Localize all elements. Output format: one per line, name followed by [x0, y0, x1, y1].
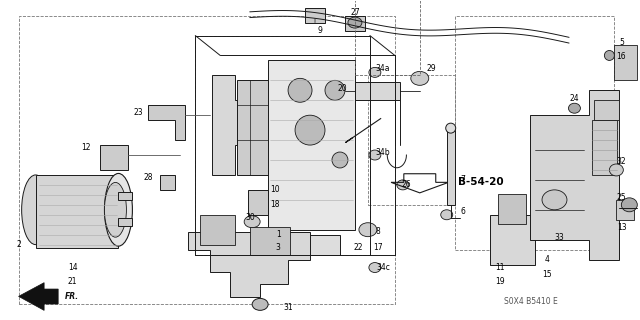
Bar: [250, 227, 290, 255]
Text: 34c: 34c: [376, 263, 390, 272]
Text: S0X4 B5410 E: S0X4 B5410 E: [504, 297, 557, 306]
Text: 7: 7: [460, 175, 465, 184]
Polygon shape: [118, 192, 132, 200]
Text: 14: 14: [68, 263, 77, 272]
Ellipse shape: [554, 230, 566, 240]
Ellipse shape: [411, 71, 429, 85]
Ellipse shape: [397, 180, 409, 190]
Ellipse shape: [445, 123, 456, 133]
Ellipse shape: [104, 173, 132, 246]
Text: 34b: 34b: [376, 148, 390, 156]
Text: 20: 20: [337, 84, 347, 93]
Text: 5: 5: [619, 38, 624, 47]
Polygon shape: [345, 16, 365, 31]
Text: 26: 26: [402, 180, 412, 189]
Ellipse shape: [288, 78, 312, 102]
Polygon shape: [148, 105, 186, 140]
Ellipse shape: [348, 17, 362, 28]
Text: 22: 22: [353, 243, 363, 252]
Polygon shape: [188, 232, 310, 297]
Text: 1: 1: [276, 230, 280, 239]
Bar: [355, 0, 420, 76]
Polygon shape: [212, 76, 248, 175]
Text: 3: 3: [276, 243, 280, 252]
Text: 19: 19: [495, 277, 504, 286]
Polygon shape: [616, 200, 634, 220]
Ellipse shape: [332, 152, 348, 168]
Text: 11: 11: [495, 263, 504, 272]
Polygon shape: [118, 218, 132, 226]
Text: 34a: 34a: [376, 64, 390, 73]
Bar: [498, 194, 525, 224]
Ellipse shape: [295, 115, 325, 145]
Text: 33: 33: [555, 233, 564, 242]
Polygon shape: [490, 215, 534, 265]
Text: 15: 15: [543, 270, 552, 279]
Ellipse shape: [104, 182, 127, 237]
Text: 21: 21: [68, 277, 77, 286]
Text: 9: 9: [317, 26, 323, 35]
Polygon shape: [355, 82, 400, 100]
Polygon shape: [593, 120, 618, 175]
Text: 29: 29: [427, 64, 436, 73]
Ellipse shape: [441, 210, 452, 220]
Text: 28: 28: [143, 173, 153, 182]
Ellipse shape: [621, 198, 637, 212]
Polygon shape: [447, 130, 454, 205]
Polygon shape: [19, 283, 58, 310]
Text: 18: 18: [270, 200, 280, 209]
Text: 27: 27: [350, 8, 360, 17]
Text: 23: 23: [134, 108, 143, 117]
Bar: [305, 8, 325, 23]
Text: B-54-20: B-54-20: [458, 177, 504, 187]
Polygon shape: [36, 175, 118, 248]
Ellipse shape: [568, 103, 580, 113]
Bar: [454, 16, 614, 250]
Text: 25: 25: [616, 193, 626, 202]
Text: 16: 16: [616, 52, 626, 61]
Ellipse shape: [609, 164, 623, 176]
Text: 31: 31: [284, 303, 293, 312]
Polygon shape: [161, 175, 175, 190]
Polygon shape: [529, 90, 620, 260]
Text: FR.: FR.: [65, 292, 79, 301]
Text: 30: 30: [245, 213, 255, 222]
Ellipse shape: [369, 262, 381, 273]
Ellipse shape: [369, 68, 381, 77]
Polygon shape: [100, 145, 129, 170]
Polygon shape: [614, 45, 637, 80]
Polygon shape: [237, 80, 268, 175]
Text: 12: 12: [81, 142, 90, 152]
Polygon shape: [268, 235, 340, 255]
Ellipse shape: [252, 298, 268, 310]
Text: 10: 10: [270, 185, 280, 194]
Ellipse shape: [369, 150, 381, 160]
Text: 17: 17: [373, 243, 383, 252]
Text: 6: 6: [460, 207, 465, 216]
Ellipse shape: [325, 80, 345, 100]
Text: 8: 8: [376, 227, 380, 236]
Text: 32: 32: [616, 157, 626, 166]
Text: 2: 2: [16, 240, 21, 249]
Polygon shape: [595, 100, 620, 120]
Text: 13: 13: [618, 223, 627, 232]
Ellipse shape: [22, 175, 49, 244]
Polygon shape: [268, 60, 355, 230]
Text: 24: 24: [570, 94, 579, 103]
Bar: [195, 36, 370, 255]
Bar: [200, 215, 235, 244]
Text: 4: 4: [545, 255, 550, 264]
Ellipse shape: [604, 51, 614, 60]
Ellipse shape: [542, 190, 567, 210]
Bar: [19, 16, 395, 304]
Bar: [368, 76, 454, 205]
Ellipse shape: [359, 223, 377, 237]
Ellipse shape: [244, 216, 260, 228]
Polygon shape: [248, 190, 268, 215]
